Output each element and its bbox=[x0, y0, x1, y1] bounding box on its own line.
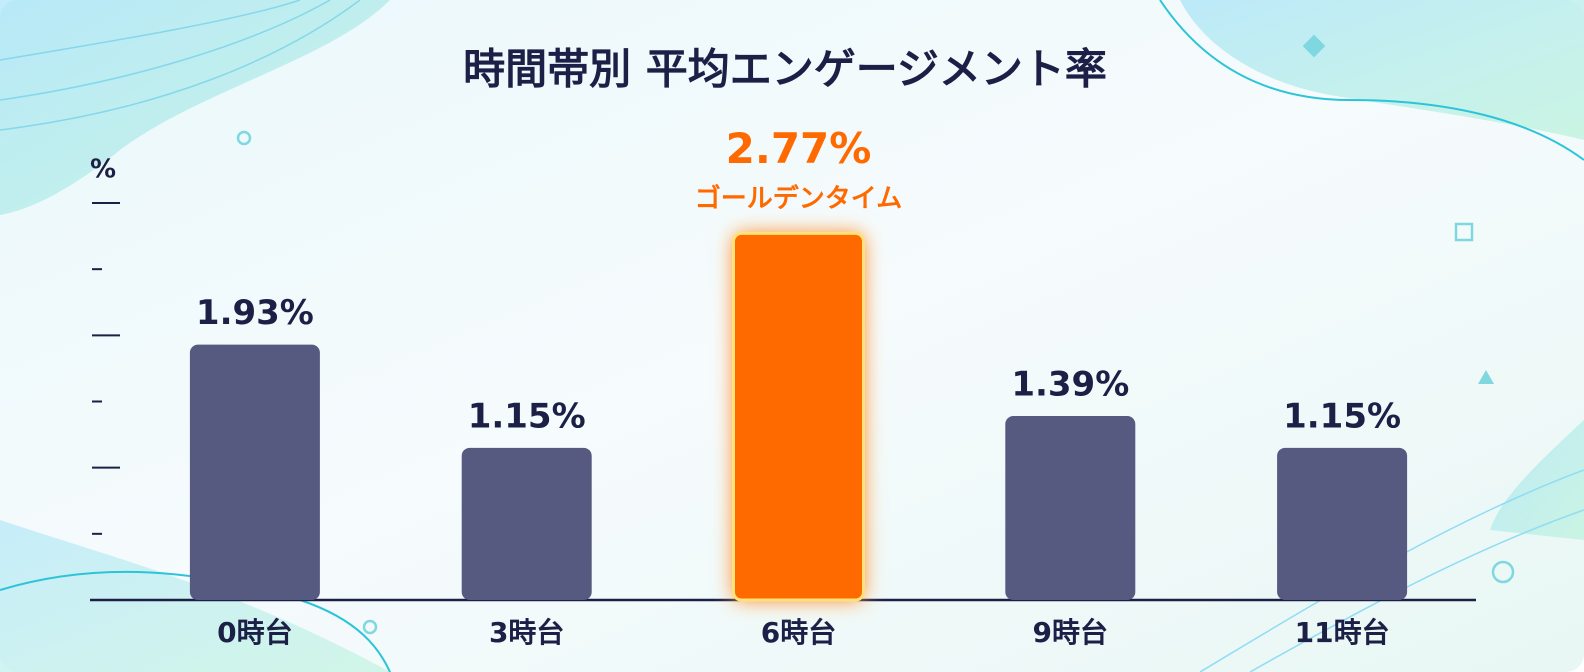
data-label: 1.15% bbox=[468, 396, 586, 436]
annotation: ゴールデンタイム bbox=[695, 183, 902, 214]
data-label: 1.39% bbox=[1011, 365, 1129, 405]
decoration bbox=[0, 0, 361, 131]
bar bbox=[732, 231, 865, 602]
decoration bbox=[1491, 560, 1515, 584]
x-tick-label: 9時台 bbox=[1033, 616, 1108, 649]
data-label: 2.77% bbox=[726, 124, 872, 173]
x-tick-label: 11時台 bbox=[1295, 616, 1390, 649]
chart-title: 時間帯別 平均エンゲージメント率 bbox=[463, 45, 1107, 94]
decoration bbox=[1180, 0, 1584, 140]
bar bbox=[1005, 416, 1136, 600]
y-axis-label: % bbox=[90, 155, 116, 185]
decoration bbox=[236, 130, 252, 146]
bar bbox=[1277, 447, 1408, 600]
x-tick-label: 3時台 bbox=[489, 616, 564, 649]
bar bbox=[461, 447, 592, 600]
decoration bbox=[1478, 370, 1494, 384]
decoration bbox=[1159, 0, 1584, 161]
x-tick-label: 0時台 bbox=[217, 616, 292, 649]
data-label: 1.93% bbox=[196, 293, 314, 333]
decoration bbox=[362, 619, 378, 635]
decoration bbox=[0, 0, 390, 215]
bar bbox=[189, 344, 320, 600]
data-label: 1.15% bbox=[1283, 396, 1401, 436]
decoration bbox=[1490, 420, 1584, 540]
decoration bbox=[1454, 222, 1474, 242]
x-tick-label: 6時台 bbox=[761, 616, 836, 649]
